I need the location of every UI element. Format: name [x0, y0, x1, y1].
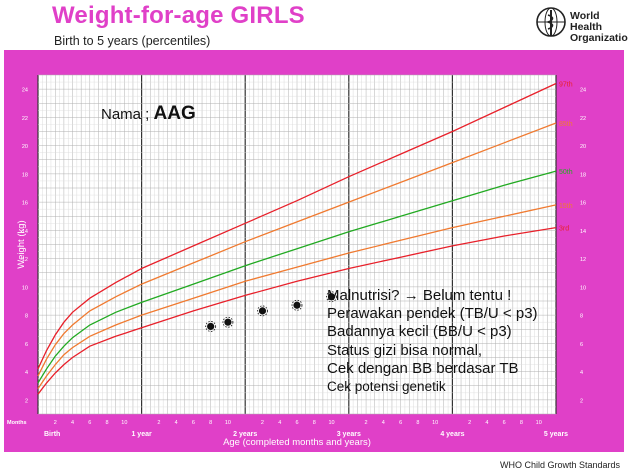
y-tick-label-left: 2 [25, 398, 28, 404]
percentile-line-3rd [37, 226, 557, 395]
who-emblem-icon [536, 7, 566, 37]
month-tick-label: 8 [416, 420, 419, 426]
month-tick-label: 8 [520, 420, 523, 426]
month-tick-label: 2 [157, 420, 160, 426]
annotation-line: Badannya kecil (BB/U < p3) [327, 323, 512, 341]
patient-data-point [293, 301, 301, 309]
month-tick-label: 2 [54, 420, 57, 426]
y-tick-label-left: 4 [25, 370, 28, 376]
month-tick-label: 4 [175, 420, 178, 426]
y-tick-label-left: 24 [22, 88, 28, 94]
y-tick-label-right: 10 [580, 285, 586, 291]
month-tick-label: 6 [88, 420, 91, 426]
percentile-label-15th: 15th [559, 203, 573, 210]
year-label: 1 year [131, 431, 152, 438]
y-tick-label-left: 12 [22, 257, 28, 263]
who-name-line2: Organization [570, 32, 628, 44]
year-label: Birth [44, 431, 60, 438]
month-tick-label: 2 [365, 420, 368, 426]
patient-name: Nama ; AAG [101, 103, 196, 125]
month-tick-label: 10 [432, 420, 438, 426]
annotation-line: Perawakan pendek (TB/U < p3) [327, 305, 538, 323]
y-tick-label-right: 16 [580, 201, 586, 207]
y-tick-label-right: 14 [580, 229, 586, 235]
y-tick-label-right: 18 [580, 172, 586, 178]
annotation-line: Cek potensi genetik [327, 379, 446, 395]
month-tick-label: 4 [278, 420, 281, 426]
chart-title: Weight-for-age GIRLS [52, 2, 305, 29]
year-label: 3 years [337, 431, 361, 438]
y-tick-label-right: 12 [580, 257, 586, 263]
month-tick-label: 6 [503, 420, 506, 426]
month-tick-label: 4 [382, 420, 385, 426]
month-tick-label: 8 [106, 420, 109, 426]
month-tick-label: 6 [399, 420, 402, 426]
month-tick-label: 6 [192, 420, 195, 426]
patient-data-point [224, 318, 232, 326]
who-name-line1: World Health [570, 10, 603, 33]
y-tick-label-left: 18 [22, 172, 28, 178]
patient-data-point-ring [291, 299, 303, 311]
y-tick-label-left: 8 [25, 314, 28, 320]
y-tick-label-left: 10 [22, 285, 28, 291]
percentile-line-97th [37, 82, 557, 370]
month-tick-label: 10 [225, 420, 231, 426]
y-tick-label-right: 8 [580, 314, 583, 320]
y-tick-label-right: 20 [580, 144, 586, 150]
month-tick-label: 10 [328, 420, 334, 426]
percentile-label-85th: 85th [559, 121, 573, 128]
y-tick-label-left: 20 [22, 144, 28, 150]
month-tick-label: 4 [485, 420, 488, 426]
percentile-line-50th [37, 170, 557, 384]
y-tick-label-left: 14 [22, 229, 28, 235]
y-tick-label-right: 22 [580, 116, 586, 122]
patient-name-label: Nama ; [101, 106, 150, 123]
annotation-box: Malnutrisi? → Belum tentu ! Perawakan pe… [327, 287, 538, 396]
footer-credit: WHO Child Growth Standards [499, 460, 620, 470]
percentile-label-50th: 50th [559, 169, 573, 176]
month-tick-label: 4 [71, 420, 74, 426]
percentile-label-3rd: 3rd [559, 226, 569, 233]
month-tick-label: 8 [313, 420, 316, 426]
month-tick-label: 2 [468, 420, 471, 426]
annotation-line: Status gizi bisa normal, [327, 341, 483, 359]
annotation-line: Cek dengan BB berdasar TB [327, 359, 519, 377]
y-tick-label-right: 2 [580, 398, 583, 404]
patient-data-point [258, 307, 267, 315]
month-tick-label: 6 [295, 420, 298, 426]
y-tick-label-right: 4 [580, 370, 583, 376]
patient-data-point-ring [257, 305, 268, 317]
y-tick-label-right: 24 [580, 88, 586, 94]
y-tick-label-right: 6 [580, 342, 583, 348]
y-tick-label-left: 22 [22, 116, 28, 122]
y-tick-label-left: 16 [22, 201, 28, 207]
patient-data-point-ring [222, 316, 234, 328]
x-axis-label: Age (completed months and years) [223, 437, 371, 448]
patient-data-point [327, 293, 336, 301]
month-tick-label: 10 [121, 420, 127, 426]
percentile-label-97th: 97th [559, 81, 573, 88]
patient-data-point [207, 322, 215, 331]
who-name: World Health Organization [570, 11, 628, 44]
month-tick-label: 8 [209, 420, 212, 426]
y-tick-label-left: 6 [25, 342, 28, 348]
year-label: 4 years [440, 431, 464, 438]
patient-name-value: AAG [153, 103, 196, 124]
patient-data-point-ring [326, 291, 337, 303]
month-tick-label: 10 [536, 420, 542, 426]
y-axis-label: Weight (kg) [16, 220, 27, 268]
year-label: 2 years [233, 431, 257, 438]
patient-data-point-ring [205, 321, 217, 332]
percentile-line-15th [37, 204, 557, 389]
year-label: 5 years [544, 431, 568, 438]
month-tick-label: 2 [261, 420, 264, 426]
percentile-line-85th [37, 122, 557, 377]
chart-subtitle: Birth to 5 years (percentiles) [54, 34, 211, 48]
months-row-label: Months [7, 420, 27, 426]
annotation-line: Malnutrisi? → Belum tentu ! [327, 287, 512, 304]
